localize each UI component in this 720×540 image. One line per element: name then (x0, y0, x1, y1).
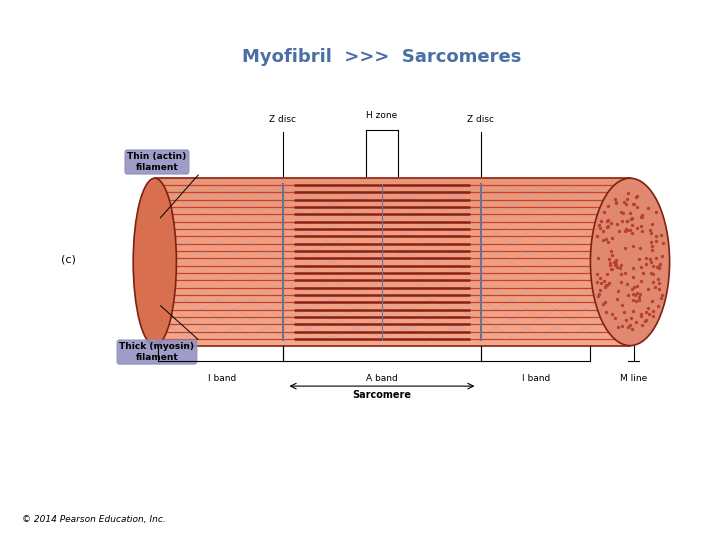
Text: Z disc: Z disc (467, 115, 495, 124)
Bar (155, 300, 630, 303)
Bar (155, 341, 630, 346)
Bar (155, 212, 630, 216)
Bar (155, 187, 630, 191)
Text: H zone: H zone (366, 111, 397, 120)
Bar (155, 316, 630, 321)
Bar (155, 329, 630, 333)
Bar (155, 207, 630, 212)
Text: Thick (myosin)
filament: Thick (myosin) filament (120, 342, 194, 362)
Ellipse shape (133, 178, 176, 346)
Bar (155, 312, 630, 316)
Text: Sarcomere: Sarcomere (353, 390, 411, 401)
Text: A band: A band (366, 374, 398, 383)
Ellipse shape (590, 178, 670, 346)
Text: Z disc: Z disc (269, 115, 297, 124)
Bar (155, 203, 630, 207)
Bar (155, 195, 630, 199)
Text: (c): (c) (61, 254, 76, 264)
Text: M line: M line (620, 374, 647, 383)
Bar (155, 178, 630, 346)
Bar (155, 178, 630, 346)
Bar (155, 321, 630, 325)
Bar (155, 303, 630, 308)
Bar (155, 308, 630, 312)
Text: © 2014 Pearson Education, Inc.: © 2014 Pearson Education, Inc. (22, 515, 166, 524)
Text: I band: I band (208, 374, 237, 383)
Bar (155, 220, 630, 224)
Text: Thin (actin)
filament: Thin (actin) filament (127, 152, 186, 172)
Bar (155, 325, 630, 329)
Bar (155, 333, 630, 337)
Bar (155, 216, 630, 220)
Bar (155, 178, 630, 183)
Text: Myofibril  >>>  Sarcomeres: Myofibril >>> Sarcomeres (242, 48, 521, 66)
Bar (155, 183, 630, 186)
Bar (155, 295, 630, 300)
Bar (155, 337, 630, 341)
Text: I band: I band (521, 374, 550, 383)
Bar (155, 291, 630, 295)
Bar (155, 287, 630, 291)
Bar (155, 191, 630, 195)
Bar (155, 199, 630, 204)
